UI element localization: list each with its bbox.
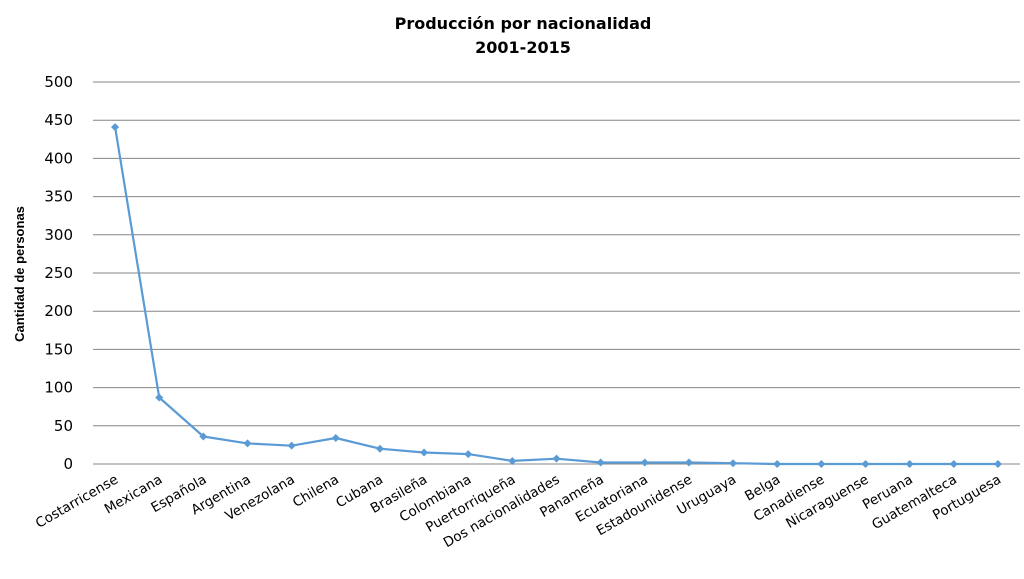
y-tick-label: 150: [44, 340, 73, 358]
data-point-marker: [243, 439, 252, 448]
data-point-marker: [155, 393, 164, 402]
data-point-marker: [596, 458, 605, 467]
data-point-marker: [905, 460, 914, 468]
y-tick-label: 50: [54, 417, 73, 435]
data-point-marker: [861, 460, 870, 468]
data-point-marker: [817, 460, 826, 468]
data-point-marker: [111, 123, 120, 132]
series-line: [114, 126, 998, 466]
y-tick-label: 350: [44, 188, 73, 206]
y-tick-label: 100: [44, 379, 73, 397]
data-markers: [111, 123, 1002, 468]
data-point-marker: [552, 454, 561, 463]
data-point-marker: [375, 444, 384, 453]
data-point-marker: [199, 432, 208, 441]
data-point-marker: [640, 458, 649, 467]
gridlines: [93, 81, 1020, 427]
y-tick-label: 250: [44, 264, 73, 282]
y-tick-label: 200: [44, 302, 73, 320]
data-point-marker: [993, 460, 1002, 468]
x-tick-label: Chilena: [290, 472, 342, 511]
y-axis-label: Cantidad de personas: [12, 206, 27, 342]
chart-title-line-2: 2001-2015: [475, 38, 571, 57]
data-point-marker: [773, 460, 782, 468]
y-tick-label: 0: [63, 455, 73, 473]
chart-title-line-1: Producción por nacionalidad: [395, 14, 652, 33]
data-point-marker: [420, 448, 429, 457]
data-point-marker: [729, 459, 738, 468]
data-point-marker: [331, 434, 340, 443]
y-tick-label: 400: [44, 149, 73, 167]
data-point-marker: [684, 458, 693, 467]
x-axis-ticks: CostarricenseMexicanaEspañolaArgentinaVe…: [33, 472, 1004, 552]
data-point-marker: [287, 441, 296, 450]
y-tick-label: 300: [44, 226, 73, 244]
data-point-marker: [464, 450, 473, 459]
y-tick-label: 450: [44, 111, 73, 129]
data-point-marker: [949, 460, 958, 468]
data-point-marker: [508, 456, 517, 465]
y-tick-label: 500: [44, 73, 73, 91]
